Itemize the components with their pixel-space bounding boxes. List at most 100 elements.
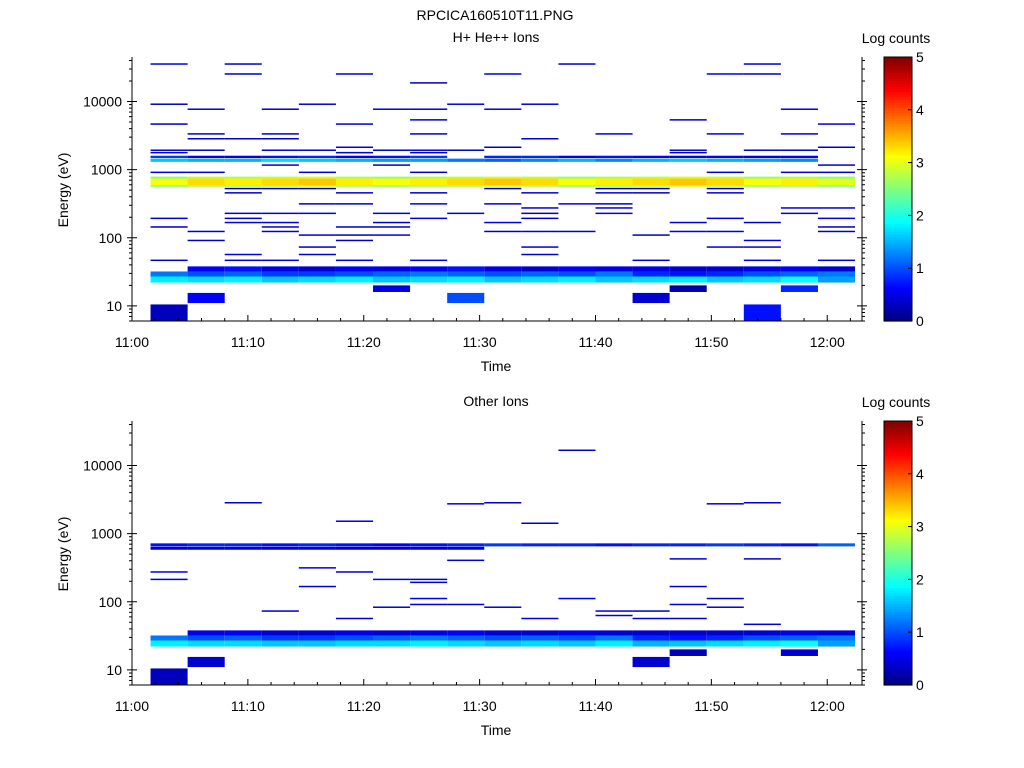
colorbar-step [884,183,912,187]
colorbar-step [884,476,912,480]
heatmap-cell-band [224,178,262,186]
colorbar-step [884,613,912,617]
colorbar-step [884,473,912,478]
heatmap-cell [373,285,411,292]
heatmap-cell-sparse [484,146,522,149]
panel-title: Other Ions [463,393,528,409]
heatmap-cell-band [632,178,670,186]
colorbar-step [884,199,912,203]
heatmap-cell-band [447,635,485,641]
heatmap-cell-band [743,635,781,641]
heatmap-cell-sparse [447,559,485,562]
panel-other-ions: Other Ions Energy (eV) Time Log counts 1… [55,393,930,738]
heatmap-cell-sparse [669,149,707,151]
heatmap-cell-band [261,276,299,283]
colorbar-step [884,93,912,98]
heatmap-cell-sparse [410,217,448,220]
colorbar-step [884,655,912,660]
heatmap-cell-band [558,266,596,272]
colorbar-step [884,597,912,602]
colorbar-step [884,648,912,652]
heatmap-cell-band [187,266,225,272]
heatmap-cell-band [484,630,522,636]
heatmap-cell-band [373,543,411,547]
heatmap-cell-sparse [335,520,374,522]
colorbar-step [884,621,912,625]
colorbar-step [884,104,912,108]
colorbar-step [884,112,912,116]
heatmap-cell-sparse [224,192,262,194]
colorbar-step [884,421,912,425]
heatmap-cell-sparse [410,149,448,151]
heatmap-cell-band [669,158,707,162]
heatmap-cell-band [187,546,225,550]
heatmap-cell-sparse [780,149,818,151]
colorbar-step [884,144,912,148]
colorbar-step [884,315,912,319]
heatmap-cell-sparse [150,63,188,65]
colorbar-step [884,178,912,182]
heatmap-cell-band [558,158,596,162]
heatmap-cell-sparse [521,207,559,209]
heatmap-cell-band [187,640,225,647]
colorbar-step [884,471,912,475]
colorbar-step [884,281,912,285]
colorbar-step [884,310,912,314]
heatmap-cell-sparse [150,103,188,105]
heatmap-cell-sparse [373,108,411,110]
heatmap-cell-band [447,630,485,636]
heatmap-cell-sparse [261,221,299,224]
heatmap-cell-band [150,640,188,647]
colorbar-step [884,189,912,193]
colorbar-label: Log counts [862,394,931,410]
heatmap-cell-band [150,543,188,547]
heatmap-cells [150,63,856,321]
heatmap-cell-band [669,635,707,641]
heatmap-cell-band [410,276,448,283]
heatmap-cell-band [595,276,633,283]
heatmap-cell-sparse [669,119,707,121]
heatmap-cell-band [261,178,299,186]
heatmap-cell-sparse [335,259,374,262]
heatmap-cell-band [150,276,188,283]
heatmap-cell-sparse [521,138,559,140]
heatmap-cell-band [150,155,188,159]
heatmap-cell-sparse [669,603,707,606]
colorbar-step [884,210,912,214]
heatmap-cell-band [595,158,633,162]
x-tick-label: 11:00 [115,698,149,714]
x-tick-label: 11:50 [694,698,728,714]
colorbar-step [884,289,912,293]
heatmap-cell-band [150,635,188,641]
colorbar-step [884,88,912,92]
heatmap-cell-band [595,630,633,636]
colorbar-step [884,99,912,103]
colorbar-step [884,576,912,580]
colorbar-step [884,313,912,317]
heatmap-cell-sparse [373,226,411,228]
heatmap-cell-band [335,155,374,159]
heatmap-cell-band [484,158,522,162]
heatmap-cell-sparse [521,617,559,620]
colorbar-step [884,207,912,211]
heatmap-cell-band [224,271,262,277]
heatmap-cell-band [373,158,411,162]
colorbar-step [884,96,912,100]
heatmap-cell [187,656,225,668]
heatmap-cell-band [261,630,299,636]
colorbar-step [884,666,912,670]
colorbar-frame [883,56,913,322]
heatmap-cell-sparse [335,73,374,75]
heatmap-cell-band [706,630,744,636]
colorbar-step [884,587,912,591]
heatmap-cell-sparse [298,585,336,588]
heatmap-cell-band [373,266,411,272]
colorbar-step [884,86,912,90]
heatmap-cell-sparse [484,221,522,224]
colorbar-step [884,257,912,261]
heatmap-cell-band [484,276,522,283]
heatmap-cell-sparse [521,522,559,525]
colorbar-step [884,640,912,644]
colorbar-step [884,502,912,507]
heatmap-cell-band [743,155,781,159]
